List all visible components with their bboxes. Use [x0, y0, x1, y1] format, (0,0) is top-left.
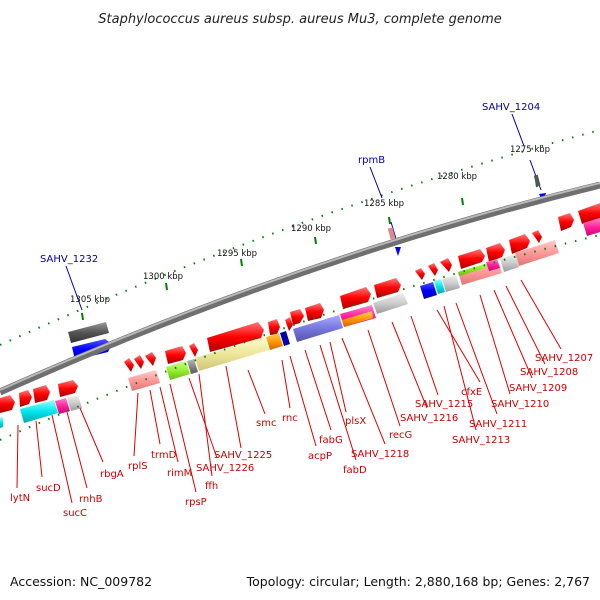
- gene-label: lytN: [10, 493, 30, 504]
- accession-text: Accession: NC_009782: [10, 574, 152, 589]
- feature-label: SAHV_1204: [482, 102, 540, 113]
- gene-label: rnc: [282, 413, 298, 424]
- gene-label: SAHV_1218: [351, 449, 409, 460]
- tick-label: 1285 kbp: [364, 199, 404, 209]
- gene-label: rplS: [128, 461, 148, 472]
- gene-label: fabG: [319, 435, 343, 446]
- gene-labels: lytN sucD sucC rnhB rbgA rplS trmD rimM …: [10, 353, 593, 519]
- gene-leaders: [16, 279, 562, 504]
- gene-label: SAHV_1207: [535, 353, 593, 364]
- gene-label: acpP: [308, 451, 332, 462]
- gene-label: ffh: [205, 481, 218, 492]
- gene-block: [68, 322, 109, 343]
- gene-label: sucC: [63, 508, 87, 519]
- gene-label: SAHV_1215: [415, 399, 473, 410]
- gene-label: SAHV_1226: [196, 463, 254, 474]
- gene-label: rimM: [167, 468, 192, 479]
- gene-label: fabD: [343, 465, 367, 476]
- gene-label: trmD: [151, 450, 177, 461]
- tick-label: 1290 kbp: [291, 224, 331, 234]
- gene-label: recG: [389, 430, 412, 441]
- tick-label: 1275 kbp: [510, 145, 550, 155]
- gene-label: cfxE: [461, 387, 482, 398]
- inner-ring: [0, 234, 600, 441]
- topology-summary: Topology: circular; Length: 2,880,168 bp…: [246, 574, 590, 589]
- forward-genes: [0, 203, 600, 413]
- feature-label: rpmB: [358, 155, 385, 166]
- scale-ticks: [81, 179, 538, 321]
- tick-label: 1295 kbp: [217, 249, 257, 259]
- gene-label: SAHV_1209: [509, 383, 567, 394]
- gene-label: plsX: [345, 416, 366, 427]
- map-title: Staphylococcus aureus subsp. aureus Mu3,…: [98, 12, 502, 27]
- tick-label: 1300 kbp: [143, 272, 183, 282]
- gene-label: rnhB: [79, 494, 103, 505]
- gene-label: SAHV_1213: [452, 435, 510, 446]
- gene-label: SAHV_1216: [400, 413, 458, 424]
- gene-label: rpsP: [185, 497, 207, 508]
- gene-label: SAHV_1211: [469, 419, 527, 430]
- gene-label: SAHV_1210: [491, 399, 549, 410]
- tick-label: 1305 kbp: [70, 295, 110, 305]
- reverse-genes: [0, 218, 600, 428]
- tick-label: 1280 kbp: [437, 172, 477, 182]
- feature-label: SAHV_1232: [40, 254, 98, 265]
- gene-label: sucD: [36, 483, 61, 494]
- gene-label: SAHV_1225: [214, 450, 272, 461]
- gene-label: SAHV_1208: [520, 367, 578, 378]
- genome-backbone: [0, 181, 600, 396]
- gene-label: smc: [256, 418, 276, 429]
- scale-tick-labels: 1305 kbp 1300 kbp 1295 kbp 1290 kbp 1285…: [70, 145, 550, 305]
- gene-label: rbgA: [100, 469, 124, 480]
